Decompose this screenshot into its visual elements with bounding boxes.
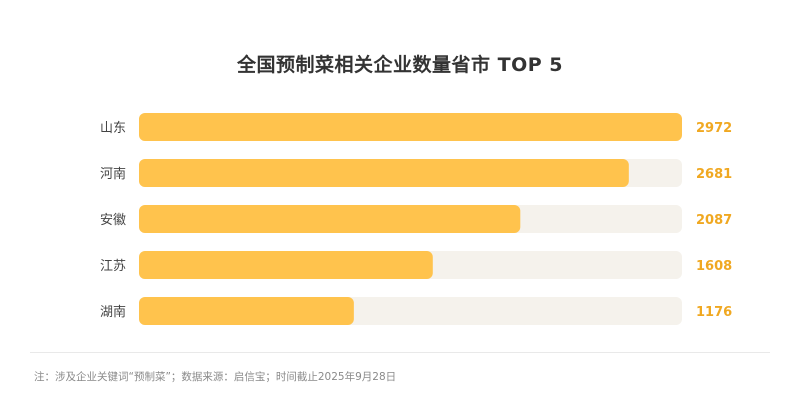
category-label: 江苏 xyxy=(100,258,126,274)
value-label: 2972 xyxy=(696,121,732,136)
bar xyxy=(139,297,354,325)
category-label: 安徽 xyxy=(100,213,126,228)
bar xyxy=(139,251,433,279)
footnote: 注：涉及企业关键词“预制菜”；数据来源：启信宝；时间截止2025年9月28日 xyxy=(34,371,397,383)
value-label: 1608 xyxy=(696,259,732,274)
bar xyxy=(139,113,682,141)
chart-title: 全国预制菜相关企业数量省市 TOP 5 xyxy=(237,54,563,76)
footnote-divider xyxy=(30,352,770,353)
category-label: 湖南 xyxy=(100,304,126,320)
value-label: 1176 xyxy=(696,305,732,320)
value-label: 2087 xyxy=(696,213,732,228)
category-label: 山东 xyxy=(100,121,126,136)
bar xyxy=(139,159,629,187)
bar xyxy=(139,205,521,233)
value-label: 2681 xyxy=(696,167,732,182)
category-label: 河南 xyxy=(100,166,126,182)
